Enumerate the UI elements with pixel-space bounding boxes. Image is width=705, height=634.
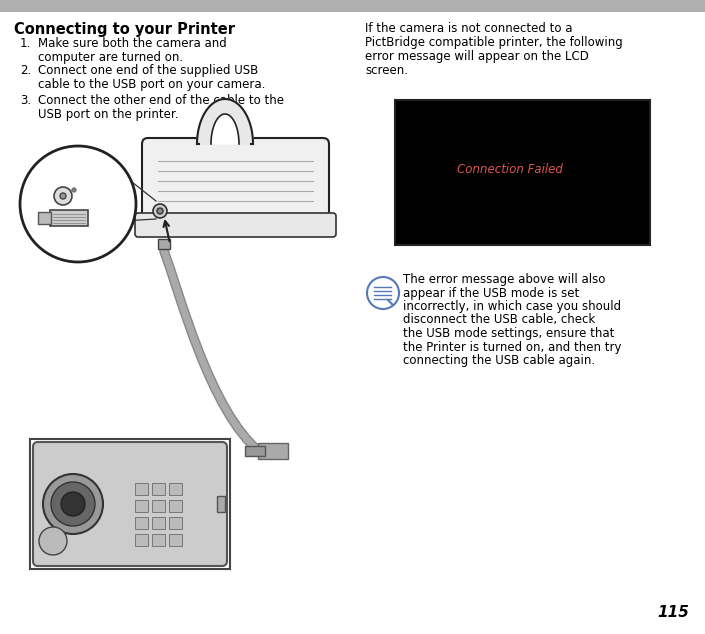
Text: 3.: 3. — [20, 94, 31, 107]
Text: the USB mode settings, ensure that: the USB mode settings, ensure that — [403, 327, 614, 340]
Circle shape — [20, 146, 136, 262]
Bar — [395, 100, 650, 245]
Bar — [135, 517, 148, 529]
Bar — [38, 212, 51, 224]
Polygon shape — [197, 99, 253, 144]
Bar — [169, 483, 182, 495]
Text: the Printer is turned on, and then try: the Printer is turned on, and then try — [403, 340, 622, 354]
Circle shape — [157, 208, 163, 214]
Circle shape — [367, 277, 399, 309]
Bar — [245, 446, 265, 456]
Text: PictBridge compatible printer, the following: PictBridge compatible printer, the follo… — [365, 36, 623, 49]
Text: Connect one end of the supplied USB: Connect one end of the supplied USB — [38, 64, 258, 77]
Bar — [169, 517, 182, 529]
Text: appear if the USB mode is set: appear if the USB mode is set — [403, 287, 580, 299]
Circle shape — [43, 474, 103, 534]
Circle shape — [54, 187, 72, 205]
Text: error message will appear on the LCD: error message will appear on the LCD — [365, 50, 589, 63]
Text: Make sure both the camera and: Make sure both the camera and — [38, 37, 227, 50]
Text: Connecting to your Printer: Connecting to your Printer — [14, 22, 235, 37]
Circle shape — [51, 482, 95, 526]
Text: The error message above will also: The error message above will also — [403, 273, 606, 286]
Text: incorrectly, in which case you should: incorrectly, in which case you should — [403, 300, 621, 313]
Text: If the camera is not connected to a: If the camera is not connected to a — [365, 22, 572, 35]
Text: connecting the USB cable again.: connecting the USB cable again. — [403, 354, 595, 367]
Text: 115: 115 — [657, 605, 689, 620]
Text: 1.: 1. — [20, 37, 31, 50]
Bar — [158, 239, 170, 249]
Bar — [152, 534, 165, 546]
Text: USB port on the printer.: USB port on the printer. — [38, 108, 178, 121]
FancyBboxPatch shape — [135, 213, 336, 237]
Circle shape — [39, 527, 67, 555]
Bar — [0, 0, 705, 12]
Circle shape — [61, 492, 85, 516]
Bar — [135, 534, 148, 546]
Bar — [152, 483, 165, 495]
Bar — [30, 439, 230, 569]
Circle shape — [60, 193, 66, 199]
Bar — [152, 500, 165, 512]
Text: Connect the other end of the cable to the: Connect the other end of the cable to th… — [38, 94, 284, 107]
Text: screen.: screen. — [365, 64, 408, 77]
Bar — [135, 500, 148, 512]
Text: Connection Failed: Connection Failed — [457, 163, 563, 176]
FancyBboxPatch shape — [33, 442, 227, 566]
Polygon shape — [211, 114, 239, 144]
Text: 2.: 2. — [20, 64, 31, 77]
Bar — [217, 496, 225, 512]
Bar — [50, 210, 88, 226]
Bar — [152, 517, 165, 529]
Text: disconnect the USB cable, check: disconnect the USB cable, check — [403, 313, 595, 327]
Bar — [169, 500, 182, 512]
Bar — [169, 534, 182, 546]
FancyBboxPatch shape — [142, 138, 329, 225]
Circle shape — [153, 204, 167, 218]
Bar — [135, 483, 148, 495]
Circle shape — [72, 188, 76, 192]
Text: computer are turned on.: computer are turned on. — [38, 51, 183, 64]
Bar — [258, 443, 288, 459]
Text: cable to the USB port on your camera.: cable to the USB port on your camera. — [38, 78, 265, 91]
